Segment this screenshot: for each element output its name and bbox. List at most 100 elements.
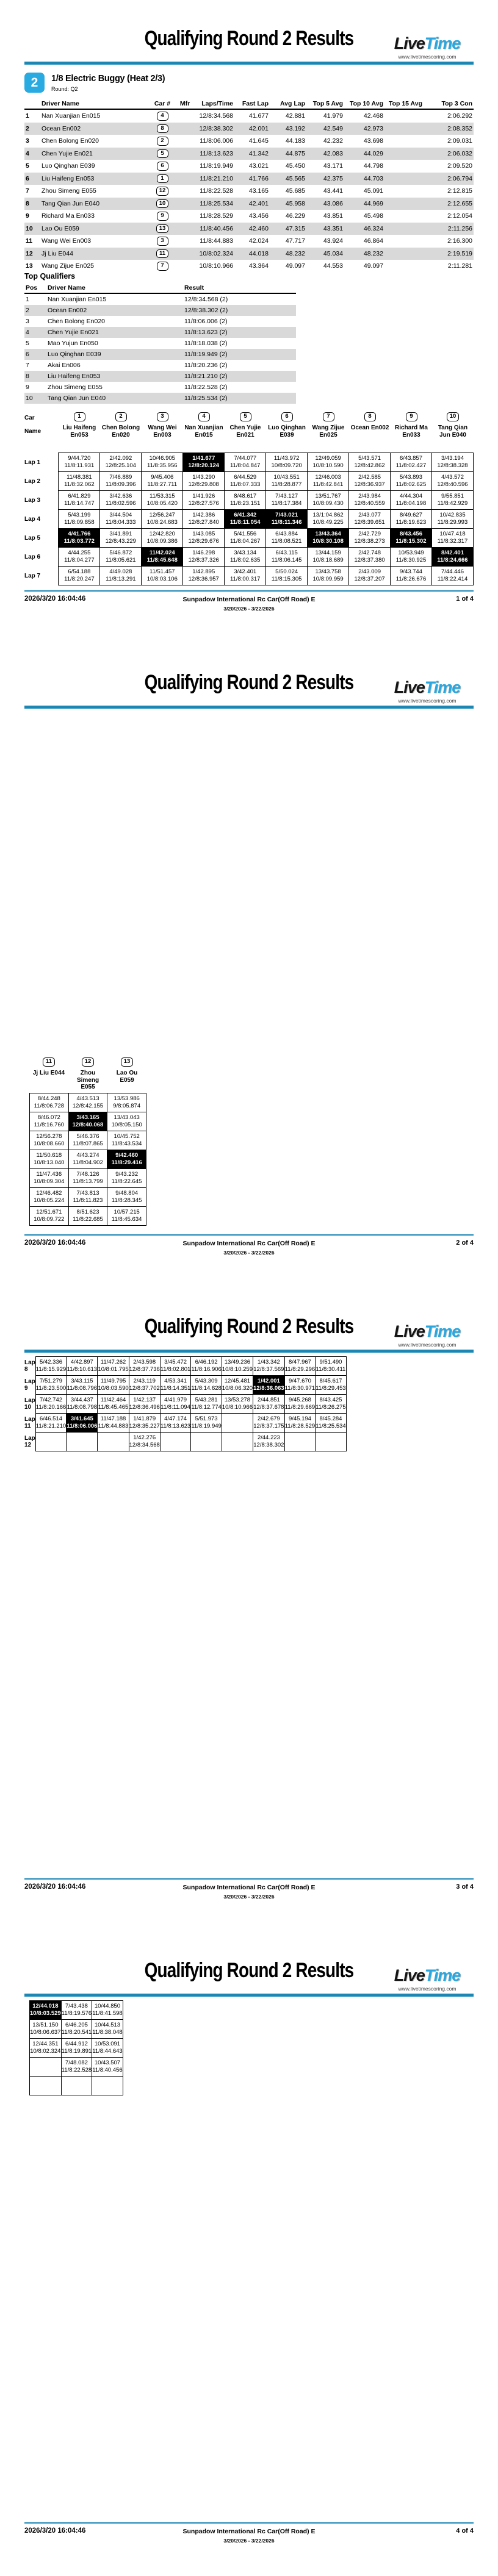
lap-cell: 11/53.315 10/8:05.420 bbox=[141, 490, 184, 510]
car-number-badge: 1 bbox=[73, 412, 85, 421]
result-value-cell: 49.097 bbox=[363, 262, 383, 270]
result-value-cell: 43.698 bbox=[363, 137, 383, 145]
lap-projection: 11/8:11.346 bbox=[271, 519, 302, 526]
result-value-cell: 42.375 bbox=[323, 174, 343, 182]
car-number-badge: 1 bbox=[156, 174, 168, 183]
lap-projection: 11/8:32.317 bbox=[437, 538, 468, 545]
lap-cell-fastest: 1/42.001 12/8:36.063 bbox=[252, 1375, 285, 1395]
lap-cell: 7/42.742 11/8:20.166 bbox=[35, 1394, 67, 1414]
lap-position-time: 7/51.279 bbox=[40, 1378, 63, 1384]
result-cell: 11/8:13.623 (2) bbox=[184, 329, 228, 336]
lap-projection: 10/8:10.966 bbox=[222, 1404, 253, 1411]
lap-cell: 4/41.979 11/8:11.094 bbox=[159, 1394, 192, 1414]
lap-projection: 11/8:29.296 bbox=[284, 1366, 316, 1373]
lap-row: Lap 1 9/44.720 11/8:11.931 2/42.092 12/8:25.… bbox=[24, 453, 474, 472]
lap-position-time: 9/51.490 bbox=[319, 1359, 342, 1365]
top-qualifier-row: 2 Ocean En002 12/8:38.302 (2) bbox=[24, 305, 296, 316]
results-row: 5 Luo Qinghan E039 6 11/8:19.949 43.021 45.45… bbox=[24, 160, 474, 173]
car-number-badge: 11 bbox=[156, 249, 169, 258]
results-col-header: Fast Lap bbox=[234, 99, 270, 110]
lap-position-time: 10/57.215 bbox=[114, 1209, 140, 1215]
lap-cell: 2/43.119 12/8:37.702 bbox=[128, 1375, 161, 1395]
lap-position-time: 7/43.021 bbox=[275, 512, 298, 518]
lap-projection: 12/8:25.104 bbox=[105, 462, 136, 469]
lap-position-time: 4/44.304 bbox=[400, 493, 422, 499]
lap-cell: 13/49.236 10/8:10.259 bbox=[221, 1356, 253, 1376]
lap-cell-empty bbox=[60, 2076, 93, 2095]
lap-chart-name-row: Jj Liu E044 Zhou Simeng E055 Lao Ou E059 bbox=[29, 1068, 146, 1091]
lap-cell-empty bbox=[92, 2076, 123, 2095]
lap-projection: 11/8:04.277 bbox=[64, 557, 95, 564]
footer-event-name: Sunpadow International Rc Car(Off Road) … bbox=[182, 1884, 316, 1891]
lap-projection: 11/8:02.635 bbox=[229, 557, 261, 564]
lap-cell: 1/42.137 12/8:36.496 bbox=[128, 1394, 161, 1414]
driver-name-cell: Wang Zijue En025 bbox=[42, 262, 94, 270]
lap-position-time: 9/45.268 bbox=[288, 1397, 311, 1403]
driver-name-cell: Chen Bolong En020 bbox=[48, 318, 105, 325]
lap-row: Lap 5 4/41.766 11/8:03.772 3/41.891 12/8:43.… bbox=[24, 528, 474, 548]
page-4: Qualifying Round 2 Results LiveTime www.… bbox=[0, 1932, 498, 2576]
lap-projection: 11/8:26.275 bbox=[316, 1404, 346, 1411]
lap-projection: 12/8:37.207 bbox=[354, 576, 385, 582]
lap-position-time: 11/50.618 bbox=[36, 1152, 62, 1159]
car-number-badge: 12 bbox=[81, 1057, 95, 1067]
lap-position-time: 8/45.617 bbox=[319, 1378, 342, 1384]
result-value-cell: 44.029 bbox=[363, 149, 383, 157]
lap-chart-car-row: 11 12 13 bbox=[29, 1057, 146, 1068]
driver-name-cell: Chen Yujie En021 bbox=[229, 424, 261, 438]
lap-cell: 8/45.617 11/8:29.453 bbox=[315, 1375, 347, 1395]
lap-position-time: 6/54.188 bbox=[68, 568, 91, 575]
lap-projection: 11/8:04.847 bbox=[229, 462, 261, 469]
lap-position-time: 10/46.905 bbox=[149, 455, 175, 462]
car-header-cell: 12 bbox=[68, 1057, 107, 1068]
top-qualifier-row: 5 Mao Yujun En050 11/8:18.038 (2) bbox=[24, 338, 296, 349]
position-cell: 8 bbox=[26, 373, 29, 380]
lap-projection: 10/8:02.324 bbox=[30, 2048, 61, 2055]
result-value-cell bbox=[384, 173, 424, 185]
lap-chart-header: Car 1 2 3 4 5 6 7 8 9 10 Name Liu Haifeng En053 Chen … bbox=[24, 412, 474, 438]
lap-cell: 8/51.623 11/8:22.685 bbox=[68, 1206, 108, 1226]
lap-projection: 12/8:27.840 bbox=[188, 519, 219, 526]
lap-position-time: 1/41.879 bbox=[133, 1415, 156, 1422]
car-number-badge: 9 bbox=[405, 412, 417, 421]
results-col-header: Avg Lap bbox=[270, 99, 306, 110]
lap-row: 11/47.436 10/8:09.304 7/48.126 11/8:13.799 9… bbox=[29, 1168, 146, 1188]
lap-projection: 11/8:43.534 bbox=[111, 1140, 142, 1147]
car-header-cell: 5 bbox=[225, 412, 266, 423]
lap-projection: 11/8:04.902 bbox=[73, 1159, 103, 1166]
lap-position-time: 9/55.851 bbox=[441, 493, 464, 499]
lap-position-time: 5/51.973 bbox=[195, 1415, 218, 1422]
page-title: Qualifying Round 2 Results bbox=[144, 671, 355, 694]
lap-cell: 11/47.436 10/8:09.304 bbox=[29, 1168, 69, 1188]
lap-position-time: 11/51.457 bbox=[150, 568, 175, 575]
mfr-cell bbox=[175, 248, 195, 260]
lap-label: Lap 3 bbox=[24, 490, 59, 510]
result-value-cell: 45.958 bbox=[285, 199, 305, 207]
lap-projection: 10/8:09.430 bbox=[312, 500, 344, 507]
lap-position-time: 5/43.281 bbox=[195, 1397, 218, 1403]
result-value-cell: 45.685 bbox=[285, 187, 305, 195]
lap-projection: 11/8:04.267 bbox=[229, 538, 261, 545]
car-number-badge: 5 bbox=[239, 412, 251, 421]
lap-label: Lap 8 bbox=[24, 1356, 36, 1376]
position-cell: 10 bbox=[26, 224, 33, 232]
lap-projection: 12/8:27.576 bbox=[188, 500, 219, 507]
result-value-cell: 2:06.032 bbox=[447, 149, 472, 157]
lap-projection: 12/8:29.808 bbox=[188, 481, 219, 488]
position-cell: 9 bbox=[26, 212, 29, 220]
lap-position-time: 7/42.742 bbox=[40, 1397, 63, 1403]
lap-projection: 11/8:44.643 bbox=[92, 2048, 123, 2055]
results-row: 7 Zhou Simeng E055 12 11/8:22.528 43.165 45.6… bbox=[24, 185, 474, 198]
lap-cell: 7/44.077 11/8:04.847 bbox=[224, 453, 267, 472]
logo-wordmark: LiveTime bbox=[394, 1322, 461, 1340]
lap-cell: 5/50.024 11/8:15.305 bbox=[265, 566, 308, 585]
lap-projection: 11/8:14.628 bbox=[191, 1385, 222, 1392]
result-cell: 11/8:25.534 (2) bbox=[184, 395, 228, 402]
lap-projection: 10/8:24.683 bbox=[146, 519, 178, 526]
lap-cell: 10/47.418 11/8:32.317 bbox=[431, 528, 474, 548]
car-number-badge: 8 bbox=[364, 412, 376, 421]
footer-event: Sunpadow International Rc Car(Off Road) … bbox=[127, 2528, 371, 2544]
lap-projection: 11/8:16.760 bbox=[34, 1122, 65, 1128]
result-cell: 11/8:21.210 (2) bbox=[184, 373, 228, 380]
lap-position-time: 2/43.119 bbox=[133, 1378, 156, 1384]
